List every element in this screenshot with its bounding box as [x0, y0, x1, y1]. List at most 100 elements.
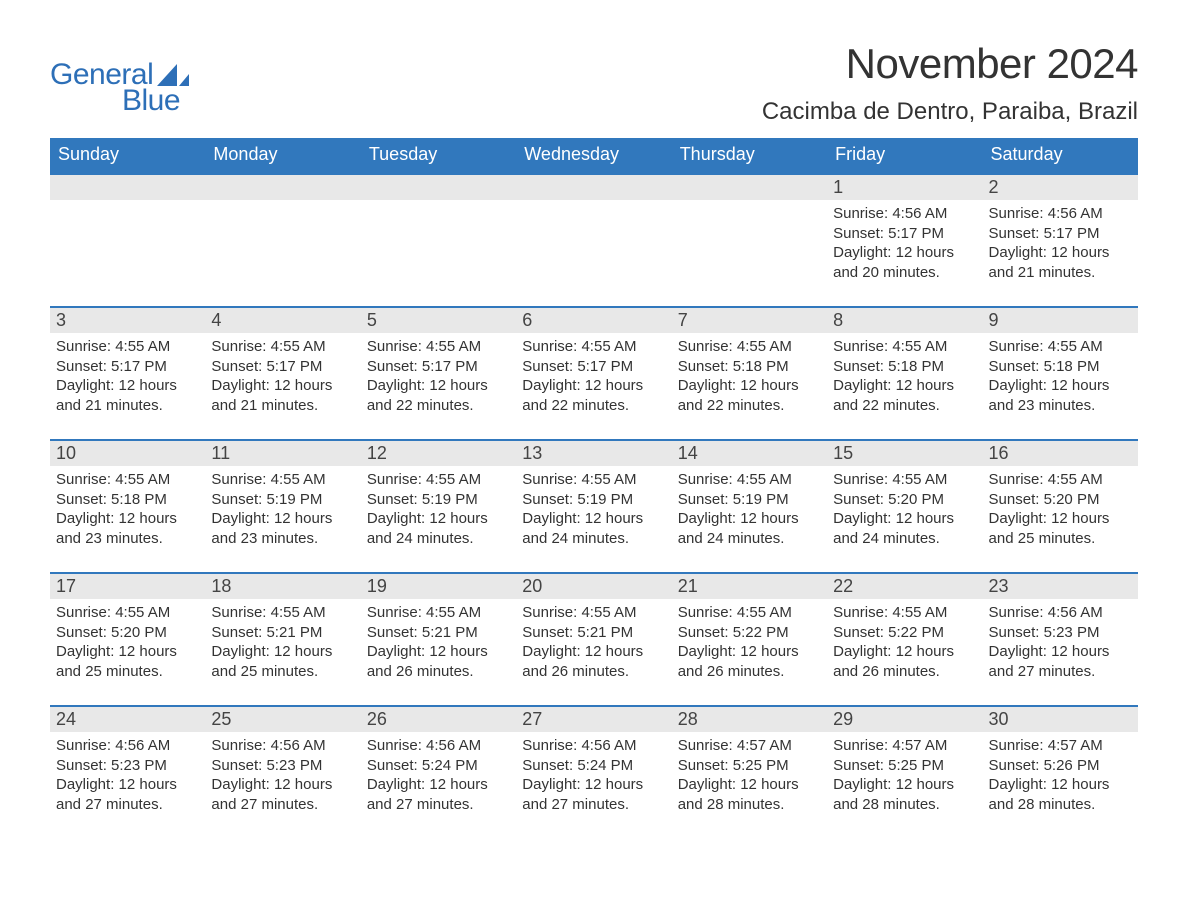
calendar-week: 1Sunrise: 4:56 AMSunset: 5:17 PMDaylight…: [50, 173, 1138, 286]
sunset-line: Sunset: 5:18 PM: [56, 490, 199, 510]
sunset-value: 5:17 PM: [577, 358, 633, 375]
sunrise-value: 4:55 AM: [115, 338, 170, 355]
sunrise-label: Sunrise:: [989, 471, 1044, 488]
sunrise-label: Sunrise:: [56, 604, 111, 621]
daylight-label: Daylight:: [367, 643, 425, 660]
sunset-value: 5:17 PM: [111, 358, 167, 375]
sunrise-label: Sunrise:: [678, 338, 733, 355]
day-header: Monday: [205, 138, 360, 173]
sunrise-line: Sunrise: 4:55 AM: [833, 603, 976, 623]
sunrise-line: Sunrise: 4:55 AM: [522, 337, 665, 357]
sunrise-value: 4:56 AM: [892, 205, 947, 222]
daylight-label: Daylight:: [678, 510, 736, 527]
day-number: 6: [516, 308, 671, 333]
daylight-label: Daylight:: [211, 643, 269, 660]
sunrise-value: 4:55 AM: [581, 604, 636, 621]
daylight-line: Daylight: 12 hours and 22 minutes.: [367, 376, 510, 415]
week-spacer: [50, 685, 1138, 705]
sunrise-line: Sunrise: 4:57 AM: [833, 736, 976, 756]
sunset-label: Sunset:: [833, 358, 884, 375]
daylight-line: Daylight: 12 hours and 24 minutes.: [833, 509, 976, 548]
sunset-value: 5:21 PM: [577, 624, 633, 641]
daylight-line: Daylight: 12 hours and 24 minutes.: [367, 509, 510, 548]
daylight-line: Daylight: 12 hours and 23 minutes.: [56, 509, 199, 548]
calendar-week: 3Sunrise: 4:55 AMSunset: 5:17 PMDaylight…: [50, 306, 1138, 419]
sunrise-label: Sunrise:: [367, 471, 422, 488]
daylight-line: Daylight: 12 hours and 24 minutes.: [678, 509, 821, 548]
sunrise-label: Sunrise:: [522, 737, 577, 754]
day-cell: 30Sunrise: 4:57 AMSunset: 5:26 PMDayligh…: [983, 705, 1138, 818]
day-body: Sunrise: 4:56 AMSunset: 5:24 PMDaylight:…: [516, 732, 671, 818]
sunrise-line: Sunrise: 4:56 AM: [56, 736, 199, 756]
sunset-label: Sunset:: [211, 624, 262, 641]
day-number: 27: [516, 707, 671, 732]
day-cell: 16Sunrise: 4:55 AMSunset: 5:20 PMDayligh…: [983, 439, 1138, 552]
sunrise-label: Sunrise:: [833, 604, 888, 621]
sunset-label: Sunset:: [56, 757, 107, 774]
day-body: Sunrise: 4:57 AMSunset: 5:25 PMDaylight:…: [672, 732, 827, 818]
sunset-value: 5:19 PM: [733, 491, 789, 508]
day-cell: 27Sunrise: 4:56 AMSunset: 5:24 PMDayligh…: [516, 705, 671, 818]
empty-day-number: [205, 175, 360, 200]
day-number: 2: [983, 175, 1138, 200]
sunset-line: Sunset: 5:19 PM: [367, 490, 510, 510]
day-number: 9: [983, 308, 1138, 333]
sunset-label: Sunset:: [522, 624, 573, 641]
day-number: 15: [827, 441, 982, 466]
sunset-line: Sunset: 5:19 PM: [522, 490, 665, 510]
empty-day-cell: [205, 173, 360, 286]
day-cell: 2Sunrise: 4:56 AMSunset: 5:17 PMDaylight…: [983, 173, 1138, 286]
sunset-label: Sunset:: [367, 358, 418, 375]
day-header: Saturday: [983, 138, 1138, 173]
day-body: Sunrise: 4:57 AMSunset: 5:25 PMDaylight:…: [827, 732, 982, 818]
day-header: Thursday: [672, 138, 827, 173]
sunrise-label: Sunrise:: [211, 338, 266, 355]
sunset-value: 5:20 PM: [111, 624, 167, 641]
day-header: Sunday: [50, 138, 205, 173]
day-number: 10: [50, 441, 205, 466]
day-cell: 29Sunrise: 4:57 AMSunset: 5:25 PMDayligh…: [827, 705, 982, 818]
sunset-line: Sunset: 5:26 PM: [989, 756, 1132, 776]
sunrise-label: Sunrise:: [678, 604, 733, 621]
day-number: 30: [983, 707, 1138, 732]
sunrise-label: Sunrise:: [989, 737, 1044, 754]
daylight-line: Daylight: 12 hours and 27 minutes.: [367, 775, 510, 814]
sunset-value: 5:18 PM: [111, 491, 167, 508]
day-body: Sunrise: 4:56 AMSunset: 5:17 PMDaylight:…: [827, 200, 982, 286]
daylight-line: Daylight: 12 hours and 28 minutes.: [678, 775, 821, 814]
day-cell: 12Sunrise: 4:55 AMSunset: 5:19 PMDayligh…: [361, 439, 516, 552]
sunset-value: 5:20 PM: [888, 491, 944, 508]
sunrise-value: 4:56 AM: [426, 737, 481, 754]
sunrise-line: Sunrise: 4:56 AM: [989, 603, 1132, 623]
sunset-line: Sunset: 5:24 PM: [522, 756, 665, 776]
day-cell: 1Sunrise: 4:56 AMSunset: 5:17 PMDaylight…: [827, 173, 982, 286]
sunset-value: 5:19 PM: [422, 491, 478, 508]
daylight-label: Daylight:: [833, 510, 891, 527]
sunrise-line: Sunrise: 4:55 AM: [522, 470, 665, 490]
day-cell: 23Sunrise: 4:56 AMSunset: 5:23 PMDayligh…: [983, 572, 1138, 685]
sunrise-line: Sunrise: 4:56 AM: [522, 736, 665, 756]
day-cell: 6Sunrise: 4:55 AMSunset: 5:17 PMDaylight…: [516, 306, 671, 419]
sunrise-label: Sunrise:: [56, 338, 111, 355]
sunset-label: Sunset:: [56, 624, 107, 641]
day-number: 19: [361, 574, 516, 599]
sunset-value: 5:23 PM: [1044, 624, 1100, 641]
day-body: Sunrise: 4:56 AMSunset: 5:24 PMDaylight:…: [361, 732, 516, 818]
daylight-label: Daylight:: [833, 377, 891, 394]
sunset-value: 5:25 PM: [888, 757, 944, 774]
logo-sail-icon: [157, 60, 189, 94]
sunrise-value: 4:55 AM: [426, 338, 481, 355]
sunset-label: Sunset:: [989, 624, 1040, 641]
daylight-line: Daylight: 12 hours and 23 minutes.: [211, 509, 354, 548]
sunset-label: Sunset:: [678, 491, 729, 508]
sunset-label: Sunset:: [989, 358, 1040, 375]
sunset-line: Sunset: 5:17 PM: [211, 357, 354, 377]
day-cell: 19Sunrise: 4:55 AMSunset: 5:21 PMDayligh…: [361, 572, 516, 685]
sunrise-label: Sunrise:: [678, 737, 733, 754]
sunrise-value: 4:57 AM: [737, 737, 792, 754]
page-title: November 2024: [762, 40, 1138, 88]
sunset-value: 5:18 PM: [888, 358, 944, 375]
sunrise-label: Sunrise:: [211, 737, 266, 754]
daylight-label: Daylight:: [211, 377, 269, 394]
sunset-label: Sunset:: [211, 358, 262, 375]
